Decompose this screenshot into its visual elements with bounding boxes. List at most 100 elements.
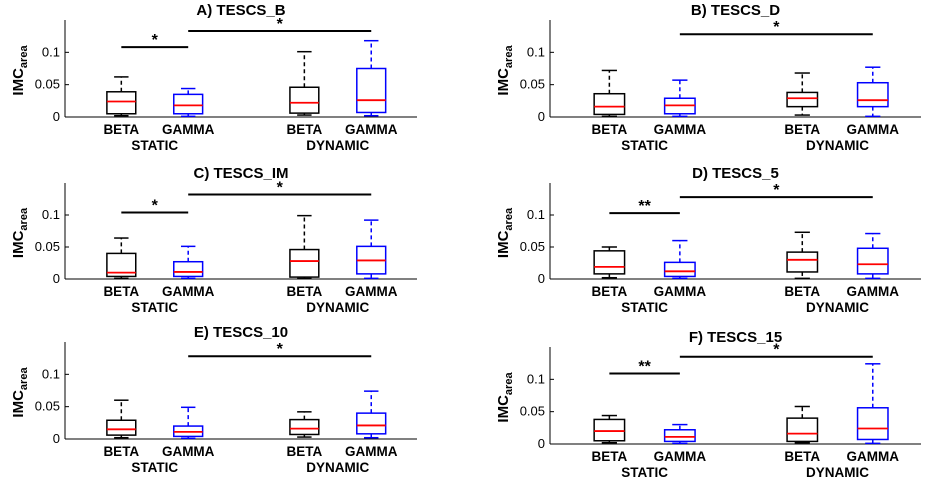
box-iqr: [289, 418, 320, 436]
category-label: GAMMA: [654, 449, 707, 464]
category-label: BETA: [103, 444, 139, 459]
y-tick-label: 0: [538, 271, 545, 286]
box-iqr: [173, 260, 204, 278]
group-label: DYNAMIC: [306, 300, 369, 315]
y-tick-label: 0.1: [527, 207, 545, 222]
box-iqr: [786, 251, 819, 273]
y-axis-label: IMCarea: [10, 207, 30, 258]
y-tick-label: 0: [538, 436, 545, 451]
box-dynamic-gamma: [356, 219, 387, 280]
box-dynamic-gamma: [356, 39, 387, 117]
significance-label: *: [277, 180, 284, 197]
panel-title: F) TESCS_15: [689, 329, 782, 346]
category-label: GAMMA: [345, 444, 398, 459]
group-label: DYNAMIC: [806, 138, 869, 153]
panel-6: F) TESCS_15 0 0.05 0.1 IMCarea BETA GAMMA BETA G…: [495, 329, 921, 480]
group-label: STATIC: [621, 465, 668, 480]
category-label: GAMMA: [345, 122, 398, 137]
box-iqr: [593, 418, 626, 442]
category-label: BETA: [286, 444, 322, 459]
y-tick-label: 0.1: [527, 371, 545, 386]
y-axis-label-main: IMC: [10, 68, 27, 96]
box-static-gamma: [173, 406, 204, 440]
category-label: GAMMA: [162, 284, 215, 299]
group-label: STATIC: [621, 300, 668, 315]
category-label: GAMMA: [654, 122, 707, 137]
y-tick-label: 0.1: [527, 44, 545, 59]
y-axis-label: IMCarea: [10, 45, 30, 96]
panel-5: E) TESCS_10 0 0.05 0.1 IMCarea BETA GAMMA BETA G…: [10, 324, 417, 475]
group-label: STATIC: [131, 300, 178, 315]
category-label: GAMMA: [345, 284, 398, 299]
significance-label: *: [277, 341, 284, 358]
y-axis-label: IMCarea: [10, 367, 30, 418]
y-axis-label-sub: area: [18, 367, 30, 391]
box-static-gamma: [173, 87, 204, 118]
box-iqr: [856, 247, 889, 275]
category-label: BETA: [286, 284, 322, 299]
y-axis-label-main: IMC: [10, 390, 27, 418]
box-iqr: [173, 93, 204, 115]
category-label: BETA: [103, 284, 139, 299]
box-iqr: [106, 252, 137, 278]
box-dynamic-beta: [289, 411, 320, 438]
y-tick-label: 0: [538, 109, 545, 124]
box-iqr: [593, 92, 626, 116]
y-axis-label-sub: area: [18, 207, 30, 231]
category-label: BETA: [591, 284, 627, 299]
y-tick-label: 0.05: [520, 239, 545, 254]
panel-4: D) TESCS_5 0 0.05 0.1 IMCarea BETA GAMMA BETA GA…: [495, 165, 921, 315]
box-iqr: [856, 407, 889, 441]
box-dynamic-beta: [289, 214, 320, 280]
panel-title: E) TESCS_10: [194, 324, 288, 341]
y-axis-label: IMCarea: [495, 372, 515, 423]
y-tick-label: 0.05: [35, 239, 60, 254]
box-iqr: [356, 67, 387, 114]
panel-3: C) TESCS_IM 0 0.05 0.1 IMCarea BETA GAMMA BETA G…: [10, 165, 417, 315]
category-label: BETA: [103, 122, 139, 137]
y-tick-label: 0: [53, 271, 60, 286]
box-dynamic-beta: [289, 50, 320, 116]
category-label: GAMMA: [162, 444, 215, 459]
box-static-gamma: [663, 423, 696, 445]
y-axis-label: IMCarea: [495, 207, 515, 258]
y-axis-label-sub: area: [503, 372, 515, 396]
box-dynamic-gamma: [856, 363, 889, 445]
group-label: STATIC: [131, 460, 178, 475]
category-label: BETA: [591, 449, 627, 464]
significance-label: *: [773, 342, 780, 359]
significance-label: **: [638, 198, 651, 215]
group-label: STATIC: [131, 138, 178, 153]
y-tick-label: 0.05: [520, 404, 545, 419]
panel-title: A) TESCS_B: [196, 2, 285, 19]
panel-title: B) TESCS_D: [691, 2, 780, 19]
panel-1: A) TESCS_B 0 0.05 0.1 IMCarea BETA GAMMA BETA GA…: [10, 2, 417, 153]
y-tick-label: 0.1: [42, 366, 60, 381]
panel-title: D) TESCS_5: [692, 165, 779, 182]
box-dynamic-gamma: [356, 390, 387, 439]
box-dynamic-gamma: [856, 232, 889, 280]
y-axis-label: IMCarea: [495, 45, 515, 96]
box-iqr: [289, 86, 320, 114]
box-static-beta: [106, 237, 137, 280]
box-static-gamma: [173, 245, 204, 280]
category-label: GAMMA: [847, 122, 900, 137]
box-iqr: [289, 248, 320, 278]
group-label: DYNAMIC: [306, 138, 369, 153]
y-axis-label-sub: area: [503, 45, 515, 69]
y-axis-label-main: IMC: [495, 230, 512, 258]
panel-title: C) TESCS_IM: [193, 165, 288, 182]
group-label: STATIC: [621, 138, 668, 153]
category-label: BETA: [591, 122, 627, 137]
box-static-beta: [593, 246, 626, 279]
group-label: DYNAMIC: [306, 460, 369, 475]
y-tick-label: 0.05: [35, 399, 60, 414]
box-iqr: [663, 261, 696, 278]
category-label: GAMMA: [654, 284, 707, 299]
significance-label: *: [773, 19, 780, 36]
box-static-gamma: [663, 239, 696, 280]
box-dynamic-beta: [786, 405, 819, 444]
category-label: GAMMA: [847, 284, 900, 299]
box-iqr: [663, 429, 696, 443]
y-axis-label-main: IMC: [495, 395, 512, 423]
